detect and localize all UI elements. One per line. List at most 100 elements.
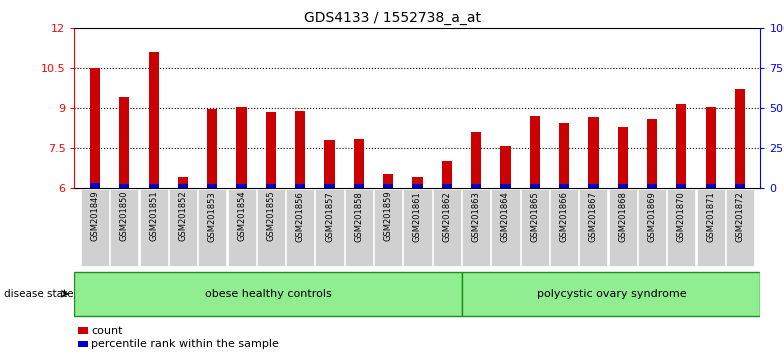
Bar [119,97,129,188]
Bar [676,104,687,188]
Text: GSM201868: GSM201868 [619,191,627,242]
Bar [266,112,276,188]
FancyBboxPatch shape [227,189,256,267]
Text: GSM201858: GSM201858 [354,191,363,241]
Bar [441,184,452,188]
Bar [735,90,745,188]
Bar [178,184,188,188]
Text: GSM201866: GSM201866 [560,191,568,242]
Text: disease state: disease state [4,289,74,299]
Bar [500,184,510,188]
FancyBboxPatch shape [169,189,197,267]
FancyBboxPatch shape [315,189,343,267]
Text: GSM201856: GSM201856 [296,191,305,241]
Bar [383,175,394,188]
Bar [354,184,364,188]
FancyBboxPatch shape [286,189,314,267]
Text: GSM201859: GSM201859 [383,191,393,241]
Bar [178,177,188,188]
FancyBboxPatch shape [521,189,549,267]
FancyBboxPatch shape [579,189,608,267]
Text: GSM201855: GSM201855 [267,191,275,241]
FancyBboxPatch shape [140,189,168,267]
Bar [148,184,159,188]
Bar [676,184,687,188]
Bar [588,184,598,188]
FancyBboxPatch shape [345,189,373,267]
FancyBboxPatch shape [492,189,520,267]
Text: GSM201865: GSM201865 [530,191,539,241]
Bar [237,184,247,188]
Bar [588,117,598,188]
Bar [295,111,305,188]
FancyBboxPatch shape [257,189,285,267]
Bar [735,184,745,188]
FancyBboxPatch shape [462,189,490,267]
Bar [207,109,217,188]
FancyBboxPatch shape [198,189,227,267]
Bar [119,184,129,188]
Text: polycystic ovary syndrome: polycystic ovary syndrome [536,289,686,299]
Bar [90,183,100,188]
Bar [463,272,760,316]
Bar [500,147,510,188]
Bar [706,107,716,188]
FancyBboxPatch shape [111,189,139,267]
Bar [618,184,628,188]
Text: GSM201861: GSM201861 [413,191,422,241]
Bar [530,184,540,188]
Bar [471,184,481,188]
FancyBboxPatch shape [433,189,461,267]
Bar [412,184,423,188]
Text: GSM201850: GSM201850 [120,191,129,241]
Text: GSM201872: GSM201872 [735,191,745,241]
Bar [647,184,657,188]
Bar [383,184,394,188]
Text: GSM201864: GSM201864 [501,191,510,241]
Bar [618,127,628,188]
Text: GSM201853: GSM201853 [208,191,216,241]
Text: GSM201869: GSM201869 [648,191,656,241]
Text: count: count [91,326,122,336]
Bar [647,119,657,188]
Bar [207,184,217,188]
Text: GSM201851: GSM201851 [149,191,158,241]
FancyBboxPatch shape [550,189,578,267]
Text: GSM201871: GSM201871 [706,191,715,241]
Bar [706,184,716,188]
Bar [237,107,247,188]
Text: obese healthy controls: obese healthy controls [205,289,332,299]
Bar [559,122,569,188]
FancyBboxPatch shape [696,189,724,267]
Text: GSM201862: GSM201862 [442,191,452,241]
Text: GSM201870: GSM201870 [677,191,686,241]
FancyBboxPatch shape [404,189,431,267]
Text: GSM201867: GSM201867 [589,191,598,242]
FancyBboxPatch shape [374,189,402,267]
Bar [74,272,463,316]
FancyBboxPatch shape [667,189,695,267]
Text: GSM201863: GSM201863 [472,191,481,242]
FancyBboxPatch shape [608,189,637,267]
Text: GSM201849: GSM201849 [90,191,100,241]
Bar [441,161,452,188]
Bar [325,140,335,188]
Text: GSM201854: GSM201854 [237,191,246,241]
Text: GDS4133 / 1552738_a_at: GDS4133 / 1552738_a_at [303,11,481,25]
Text: percentile rank within the sample: percentile rank within the sample [91,339,279,349]
FancyBboxPatch shape [638,189,666,267]
Bar [90,68,100,188]
Bar [325,184,335,188]
Bar [266,184,276,188]
Bar [295,184,305,188]
Bar [559,184,569,188]
Bar [471,132,481,188]
Bar [148,52,159,188]
Text: GSM201852: GSM201852 [179,191,187,241]
Bar [412,177,423,188]
Text: GSM201857: GSM201857 [325,191,334,241]
FancyBboxPatch shape [726,189,754,267]
Bar [530,116,540,188]
FancyBboxPatch shape [81,189,109,267]
Bar [354,138,364,188]
